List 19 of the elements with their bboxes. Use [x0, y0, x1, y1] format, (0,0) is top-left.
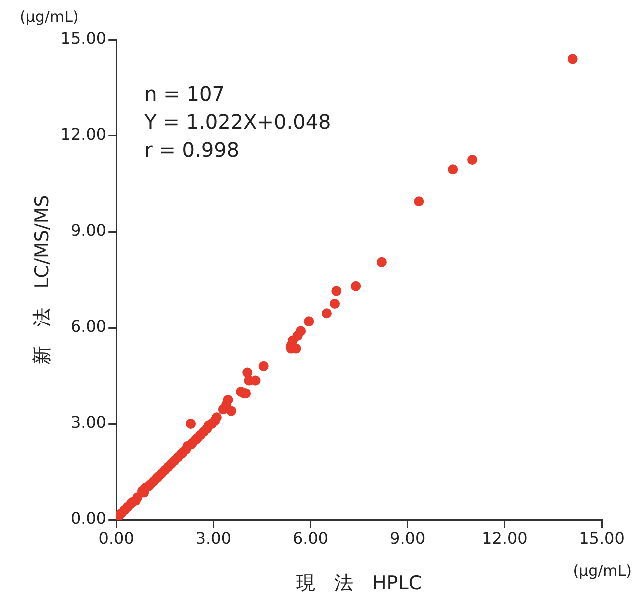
x-tick-label: 3.00 — [196, 528, 232, 548]
annotation: r = 0.998 — [144, 138, 240, 162]
y-tick-label: 9.00 — [70, 221, 107, 240]
y-tick-label: 3.00 — [70, 413, 107, 432]
x-tick-label: 15.00 — [579, 528, 625, 548]
x-tick-label: 12.00 — [482, 528, 528, 548]
annotation: Y = 1.022X+0.048 — [144, 110, 332, 134]
y-tick-label: 12.00 — [60, 125, 107, 144]
y-tick-label: 0.00 — [70, 509, 107, 528]
y-tick-label: 15.00 — [60, 29, 107, 48]
x-tick-label: 0.00 — [98, 528, 134, 548]
x-axis-title: 現 法 HPLC — [296, 572, 422, 595]
x-tick-label: 9.00 — [390, 528, 426, 548]
x-tick-label: 6.00 — [292, 528, 329, 548]
y-axis-title: 新 法 LC/MS/MS — [31, 195, 54, 365]
y-tick-label: 6.00 — [70, 317, 107, 336]
text: (μg/mL) — [573, 562, 632, 580]
text: (μg/mL) — [20, 8, 79, 26]
annotation: n = 107 — [144, 82, 225, 106]
